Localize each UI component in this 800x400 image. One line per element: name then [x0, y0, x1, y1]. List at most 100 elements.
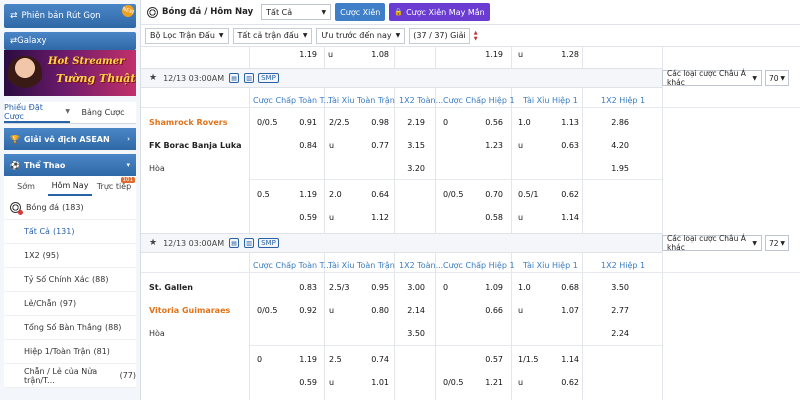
odds-value[interactable]: 3.50 — [611, 283, 629, 292]
match-count-select[interactable]: 72 ▼ — [765, 235, 789, 251]
sidebar-item-all[interactable]: Tất Cả (131) — [4, 220, 136, 244]
odds-value[interactable]: 0.62 — [561, 378, 579, 387]
odds-value[interactable]: 1.08 — [371, 50, 389, 59]
sidebar-item-1x2[interactable]: 1X2 (95) — [4, 244, 136, 268]
refresh-icon[interactable]: ▲ ▼ — [473, 29, 478, 42]
chart-icon[interactable]: ▥ — [244, 238, 255, 248]
sidebar-item-football[interactable]: Bóng đá (183) — [4, 196, 136, 220]
odds-value[interactable]: 3.15 — [407, 141, 425, 150]
odds-value[interactable]: 1.13 — [561, 118, 579, 127]
market-label: Lẻ/Chẵn — [24, 299, 57, 308]
star-icon[interactable]: ★ — [149, 238, 158, 248]
odds-value[interactable]: 2.24 — [611, 329, 629, 338]
odds-value[interactable]: 3.50 — [407, 329, 425, 338]
asean-championship-link[interactable]: 🏆 Giải vô địch ASEAN › — [4, 128, 136, 150]
star-icon[interactable]: ★ — [149, 73, 158, 83]
market-count: (88) — [92, 275, 109, 284]
odds-value[interactable]: 2.19 — [407, 118, 425, 127]
odds-value[interactable]: 1.14 — [561, 355, 579, 364]
odds-value[interactable]: 1.23 — [485, 141, 503, 150]
odds-value[interactable]: 0.63 — [561, 141, 579, 150]
lucky-parlay-button[interactable]: 🔒 Cược Xiên May Mắn — [389, 3, 490, 21]
sports-title: Thể Thao — [23, 160, 66, 170]
odds-value[interactable]: 0.83 — [299, 283, 317, 292]
odds-value[interactable]: 1.14 — [561, 213, 579, 222]
parlay-button[interactable]: Cược Xiên — [335, 3, 386, 21]
odds-value[interactable]: 1.19 — [299, 355, 317, 364]
col-header-1x2-ft: 1X2 Toàn... — [399, 96, 444, 105]
match-market-select[interactable]: Các loại cược Châu Á khác ▼ — [662, 234, 762, 252]
odds-value[interactable]: 0.80 — [371, 306, 389, 315]
odds-value[interactable]: 0.62 — [561, 190, 579, 199]
odds-value[interactable]: 1.09 — [485, 283, 503, 292]
sort-select[interactable]: Ưu trước đến nay ▼ — [316, 27, 406, 44]
odds-value[interactable]: 1.19 — [299, 50, 317, 59]
tab-early[interactable]: Sớm — [17, 181, 35, 191]
page-title: Bóng đá / Hôm Nay — [162, 7, 254, 17]
soccer-icon: ⚽ — [10, 160, 20, 170]
match-count-select[interactable]: 70 ▼ — [765, 70, 789, 86]
away-team: Vitoria Guimaraes — [149, 306, 231, 315]
odds-value[interactable]: 0.57 — [485, 355, 503, 364]
compact-version-button[interactable]: ⇄ Phiên bản Rút Gọn NEW — [4, 3, 136, 28]
odds-value[interactable]: 3.20 — [407, 164, 425, 173]
odds-value[interactable]: 1.28 — [561, 50, 579, 59]
col-header-1x2-ft: 1X2 Toàn... — [399, 261, 444, 270]
all-matches-select[interactable]: Tất cả trận đấu ▼ — [232, 27, 313, 44]
sports-header[interactable]: ⚽ Thể Thao ▾ — [4, 154, 136, 176]
tab-betslip[interactable]: Phiếu Đặt Cược ▼ — [4, 102, 70, 123]
odds-value[interactable]: 1.19 — [299, 190, 317, 199]
odds-value[interactable]: 0.70 — [485, 190, 503, 199]
hot-streamer-banner[interactable]: Hot Streamer Tường Thuật — [4, 50, 136, 96]
sidebar-item-odd-even[interactable]: Lẻ/Chẵn (97) — [4, 292, 136, 316]
odds-value[interactable]: 1.95 — [611, 164, 629, 173]
odds-value[interactable]: 2.14 — [407, 306, 425, 315]
odds-value[interactable]: 2.77 — [611, 306, 629, 315]
odds-value[interactable]: 1.07 — [561, 306, 579, 315]
tab-odds-table[interactable]: Bảng Cược — [70, 102, 136, 123]
sidebar-item-ht-ft[interactable]: Hiệp 1/Toàn Trận (81) — [4, 340, 136, 364]
odds-value[interactable]: 3.00 — [407, 283, 425, 292]
odds-value[interactable]: 0.95 — [371, 283, 389, 292]
stats-icon[interactable]: ▤ — [229, 238, 240, 248]
stats-icon[interactable]: ▤ — [229, 73, 240, 83]
handicap-line: 0/0.5 — [443, 378, 464, 387]
galaxy-button[interactable]: ⇄ Galaxy — [4, 32, 136, 50]
market-count: (77) — [119, 371, 136, 380]
match-market-select[interactable]: Các loại cược Châu Á khác ▼ — [662, 69, 762, 87]
soccer-ball-icon — [10, 202, 23, 215]
odds-value[interactable]: 2.86 — [611, 118, 629, 127]
handicap-line: 0/0.5 — [257, 118, 278, 127]
odds-value[interactable]: 0.98 — [371, 118, 389, 127]
odds-value[interactable]: 1.01 — [371, 378, 389, 387]
odds-value[interactable]: 0.59 — [299, 213, 317, 222]
smp-badge[interactable]: SMP — [258, 73, 279, 83]
sidebar-item-half-odd-even[interactable]: Chẵn / Lẻ của Nửa trận/T... (77) — [4, 364, 136, 388]
odds-value[interactable]: 1.19 — [485, 50, 503, 59]
sidebar-item-total-goals[interactable]: Tổng Số Bàn Thắng (88) — [4, 316, 136, 340]
chart-icon[interactable]: ▥ — [244, 73, 255, 83]
odds-value[interactable]: 0.74 — [371, 355, 389, 364]
odds-value[interactable]: 1.21 — [485, 378, 503, 387]
market-type-select[interactable]: Tất Cả ▼ — [261, 4, 332, 20]
odds-value[interactable]: 0.64 — [371, 190, 389, 199]
odds-value[interactable]: 0.58 — [485, 213, 503, 222]
odds-value[interactable]: 4.20 — [611, 141, 629, 150]
under-label: u — [518, 141, 524, 150]
odds-value[interactable]: 0.91 — [299, 118, 317, 127]
smp-badge[interactable]: SMP — [258, 238, 279, 248]
tab-today[interactable]: Hôm Nay — [48, 176, 92, 196]
odds-value[interactable]: 0.59 — [299, 378, 317, 387]
tab-live[interactable]: Trực tiếp — [96, 181, 132, 191]
odds-value[interactable]: 0.77 — [371, 141, 389, 150]
odds-value[interactable]: 0.56 — [485, 118, 503, 127]
market-type-value: Tất Cả — [266, 7, 293, 17]
league-filter-select[interactable]: Bộ Lọc Trận Đấu ▼ — [145, 27, 229, 44]
market-count: (131) — [52, 227, 75, 236]
odds-value[interactable]: 0.92 — [299, 306, 317, 315]
odds-value[interactable]: 0.84 — [299, 141, 317, 150]
odds-value[interactable]: 0.66 — [485, 306, 503, 315]
sidebar-item-correct-score[interactable]: Tỷ Số Chính Xác (88) — [4, 268, 136, 292]
odds-value[interactable]: 1.12 — [371, 213, 389, 222]
odds-value[interactable]: 0.68 — [561, 283, 579, 292]
